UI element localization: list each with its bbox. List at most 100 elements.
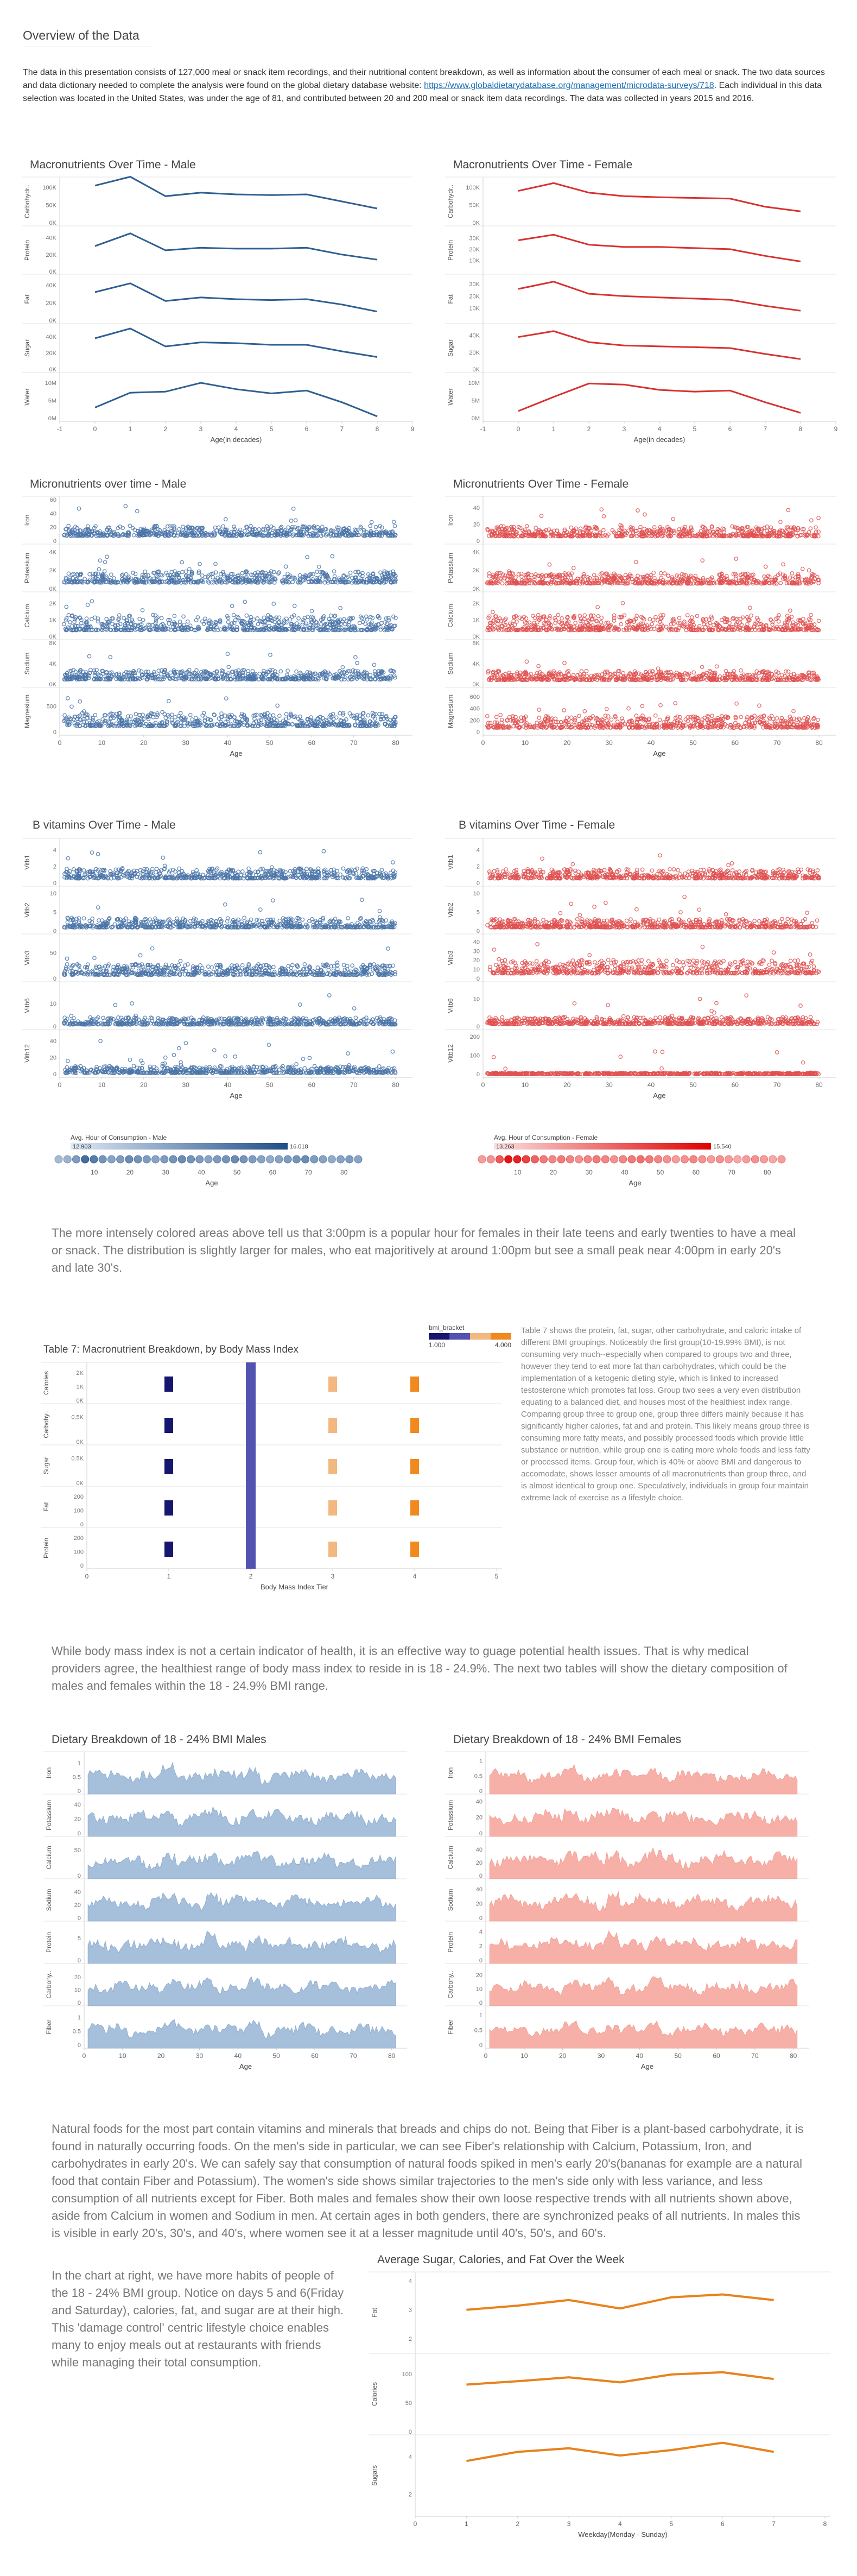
data-point [319, 627, 323, 632]
data-point [354, 677, 359, 681]
data-point [553, 616, 557, 621]
data-point [697, 581, 702, 586]
data-point [814, 525, 818, 530]
data-point [107, 578, 112, 582]
data-point [304, 621, 308, 626]
data-point [389, 627, 393, 631]
data-point [532, 577, 537, 582]
data-point [610, 581, 614, 586]
data-point [150, 723, 155, 728]
data-point [230, 604, 234, 608]
data-point [166, 618, 171, 622]
data-point [62, 713, 67, 718]
data-point [278, 669, 283, 674]
data-point [581, 579, 586, 583]
data-point [331, 620, 336, 624]
data-point [191, 671, 196, 675]
data-point [774, 616, 778, 621]
data-point [653, 581, 657, 586]
data-point [199, 526, 204, 531]
data-point [658, 571, 663, 576]
data-point [205, 627, 210, 632]
data-point [223, 627, 227, 632]
data-point [155, 625, 160, 629]
data-point [726, 533, 731, 538]
data-point [289, 519, 294, 523]
data-point [778, 520, 783, 525]
data-point [377, 579, 381, 584]
data-point [203, 533, 208, 538]
data-point [730, 524, 735, 529]
data-point [335, 618, 340, 623]
data-point [221, 570, 225, 574]
data-point [63, 718, 68, 723]
data-point [331, 579, 335, 584]
data-point [699, 529, 703, 533]
data-point [96, 571, 100, 576]
data-point [185, 578, 190, 583]
data-point [180, 627, 185, 632]
data-point [78, 668, 83, 673]
data-point [339, 723, 343, 728]
data-point [195, 718, 200, 723]
data-point [78, 699, 82, 704]
data-point [132, 580, 137, 585]
y-tick-label: 10M [45, 380, 56, 387]
data-point [686, 529, 691, 534]
data-point [72, 620, 77, 624]
data-point [120, 675, 125, 680]
data-point [309, 672, 313, 677]
data-point [492, 581, 496, 586]
data-point [165, 533, 170, 538]
y-tick-label: 2K [49, 567, 57, 574]
data-point [341, 719, 346, 724]
data-point [318, 528, 323, 533]
data-point [296, 716, 301, 721]
data-point [248, 617, 253, 622]
data-point [154, 577, 159, 582]
data-point [318, 672, 322, 677]
data-point [766, 578, 771, 583]
data-point [85, 712, 90, 717]
data-point [226, 576, 230, 581]
data-point [86, 625, 90, 630]
y-tick-label: 20K [46, 252, 56, 258]
data-point [619, 532, 624, 536]
data-point [221, 524, 225, 529]
panel-label-carbohydr: Carbohydr.. [23, 185, 31, 218]
data-point [522, 615, 526, 619]
data-point [261, 620, 266, 624]
data-point [118, 628, 123, 632]
data-point [234, 628, 239, 632]
data-point [190, 531, 194, 536]
data-point [87, 533, 92, 538]
data-point [491, 610, 495, 614]
global-dietary-database-link[interactable]: https://www.globaldietarydatabase.org/ma… [424, 81, 714, 90]
data-point [226, 665, 231, 670]
data-point [384, 714, 389, 718]
data-point [358, 578, 363, 583]
y-tick-label: 0 [53, 729, 56, 736]
data-point [375, 576, 379, 581]
data-point [577, 614, 582, 618]
data-point [636, 508, 640, 513]
data-point [500, 581, 505, 586]
data-point [487, 571, 492, 576]
data-point [325, 719, 329, 724]
data-point [213, 561, 218, 566]
data-point [225, 717, 230, 721]
data-point [102, 569, 107, 573]
data-point [233, 669, 238, 674]
data-point [377, 580, 382, 584]
data-point [124, 719, 129, 724]
data-point [197, 718, 202, 723]
data-point [179, 723, 183, 728]
data-point [525, 581, 529, 586]
y-tick-label: 40K [46, 282, 56, 289]
data-point [391, 520, 396, 525]
data-point [346, 533, 351, 538]
data-point [344, 628, 348, 632]
data-point [188, 672, 193, 677]
data-point [701, 577, 706, 582]
data-point [666, 573, 671, 578]
